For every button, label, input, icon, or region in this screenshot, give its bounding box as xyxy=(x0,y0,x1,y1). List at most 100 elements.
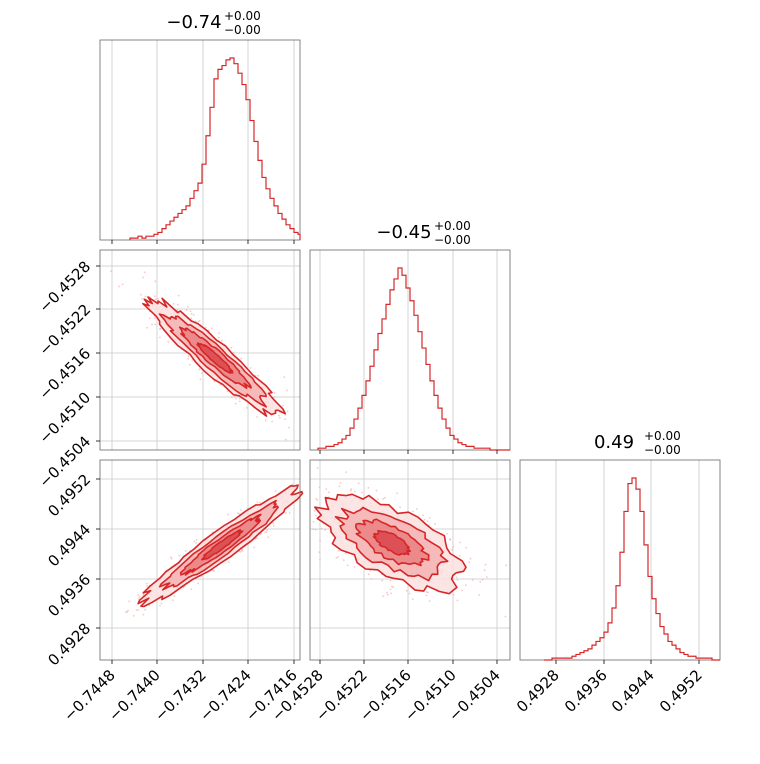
scatter-point xyxy=(173,595,176,598)
joint-panel-1 xyxy=(125,483,304,617)
scatter-point xyxy=(143,271,146,274)
scatter-point xyxy=(449,538,452,540)
scatter-point xyxy=(137,594,140,597)
scatter-point xyxy=(221,339,223,342)
scatter-point xyxy=(286,389,288,392)
scatter-point xyxy=(324,528,326,531)
scatter-point xyxy=(178,554,181,557)
scatter-point xyxy=(486,576,488,578)
scatter-point xyxy=(187,355,190,358)
scatter-point xyxy=(110,270,112,272)
scatter-point xyxy=(204,326,207,329)
scatter-point xyxy=(357,482,360,485)
scatter-point xyxy=(455,576,458,579)
scatter-point xyxy=(320,527,323,530)
scatter-point xyxy=(452,593,455,596)
scatter-point xyxy=(384,496,386,499)
histogram-title: −0.74 xyxy=(166,12,221,33)
scatter-point xyxy=(288,512,291,514)
scatter-point xyxy=(422,514,424,517)
scatter-point xyxy=(313,509,316,512)
scatter-point xyxy=(191,359,194,361)
scatter-point xyxy=(471,579,474,581)
scatter-point xyxy=(318,551,321,553)
scatter-point xyxy=(148,604,151,607)
scatter-point xyxy=(426,520,429,522)
scatter-point xyxy=(389,588,392,591)
scatter-point xyxy=(428,517,431,519)
scatter-point xyxy=(240,357,243,360)
scatter-point xyxy=(245,407,248,409)
scatter-point xyxy=(177,294,180,297)
joint-panel-2-frame xyxy=(309,459,511,661)
scatter-point xyxy=(146,585,149,587)
scatter-point xyxy=(273,392,276,394)
scatter-point xyxy=(195,538,198,541)
scatter-point xyxy=(213,570,216,572)
scatter-point xyxy=(199,378,202,381)
joint-panel-1-frame xyxy=(99,459,301,661)
scatter-point xyxy=(132,615,135,617)
histogram-title: 0.49 xyxy=(594,432,634,453)
scatter-point xyxy=(412,510,414,513)
scatter-point xyxy=(218,332,220,335)
scatter-point xyxy=(145,582,148,585)
scatter-point xyxy=(253,546,256,549)
scatter-point xyxy=(118,285,120,288)
scatter-point xyxy=(239,551,242,553)
scatter-point xyxy=(137,597,140,600)
scatter-point xyxy=(434,523,436,525)
scatter-point xyxy=(425,594,428,597)
scatter-point xyxy=(456,599,459,602)
scatter-point xyxy=(140,293,143,296)
scatter-point xyxy=(458,554,461,557)
scatter-point xyxy=(375,489,378,492)
scatter-point xyxy=(337,549,340,552)
scatter-point xyxy=(160,602,163,605)
title-upper-bound: +0.00 xyxy=(434,219,471,233)
scatter-point xyxy=(272,522,275,525)
scatter-point xyxy=(312,528,315,530)
scatter-point xyxy=(278,416,281,419)
scatter-point xyxy=(159,604,161,607)
scatter-point xyxy=(151,323,153,326)
scatter-point xyxy=(230,346,233,349)
scatter-point xyxy=(350,488,352,490)
scatter-point xyxy=(361,491,364,494)
scatter-point xyxy=(159,327,162,330)
scatter-point xyxy=(267,536,270,539)
scatter-point xyxy=(137,609,140,611)
scatter-point xyxy=(391,585,393,588)
histogram-0-frame xyxy=(99,39,301,241)
scatter-point xyxy=(233,395,236,398)
scatter-point xyxy=(288,426,290,429)
scatter-point xyxy=(144,608,147,611)
scatter-point xyxy=(390,592,393,595)
scatter-point xyxy=(190,312,193,315)
scatter-point xyxy=(408,592,411,595)
scatter-point xyxy=(315,514,317,517)
scatter-point xyxy=(423,518,426,521)
scatter-point xyxy=(146,326,149,329)
scatter-point xyxy=(167,340,170,343)
scatter-point xyxy=(172,303,175,305)
scatter-point xyxy=(159,336,161,339)
scatter-point xyxy=(170,557,173,560)
scatter-point xyxy=(141,297,144,300)
scatter-point xyxy=(154,280,157,283)
scatter-point xyxy=(190,317,193,320)
scatter-point xyxy=(226,390,229,392)
scatter-point xyxy=(154,323,157,326)
histogram-step-line xyxy=(317,267,510,451)
scatter-point xyxy=(263,531,266,533)
scatter-point xyxy=(284,418,287,420)
scatter-point xyxy=(353,490,356,493)
scatter-point xyxy=(367,573,370,576)
scatter-point xyxy=(184,550,187,552)
scatter-point xyxy=(377,498,379,500)
scatter-point xyxy=(138,595,141,598)
contour-level xyxy=(201,529,244,561)
scatter-point xyxy=(483,569,486,572)
scatter-point xyxy=(319,539,321,542)
